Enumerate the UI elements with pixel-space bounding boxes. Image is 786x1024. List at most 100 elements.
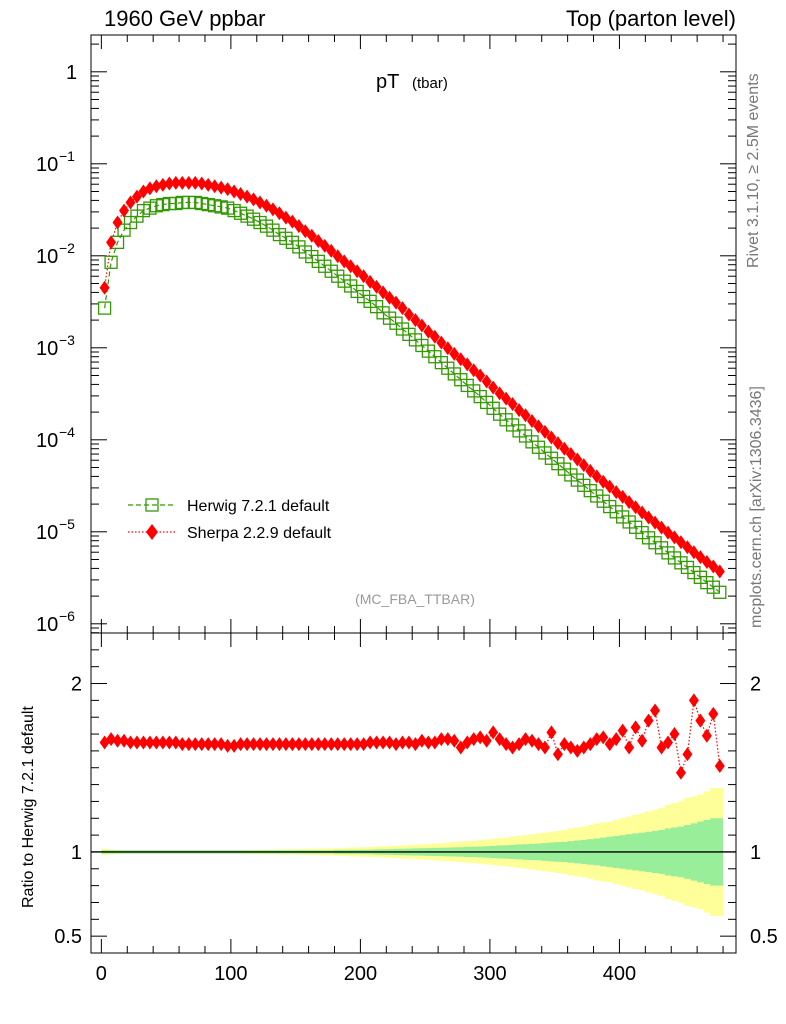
ratio-point: [229, 738, 240, 753]
sherpa-point: [216, 180, 227, 195]
ratio-point: [624, 740, 635, 755]
y-tick-label: 1: [66, 62, 77, 84]
ratio-point: [663, 735, 674, 750]
sherpa-point: [591, 469, 602, 484]
sherpa-point: [170, 175, 181, 190]
ratio-point: [112, 733, 123, 748]
ratio-point: [248, 737, 259, 752]
sherpa-point: [177, 175, 188, 190]
ratio-point: [274, 737, 285, 752]
ratio-point: [242, 737, 253, 752]
sherpa-point: [423, 324, 434, 339]
ratio-point: [520, 732, 531, 747]
ratio-point: [319, 737, 330, 752]
ratio-point: [157, 735, 168, 750]
ratio-point: [598, 730, 609, 745]
ratio-point: [203, 737, 214, 752]
sherpa-point: [494, 386, 505, 401]
ratio-point: [261, 737, 272, 752]
analysis-tag: (MC_FBA_TTBAR): [355, 591, 475, 607]
sherpa-point: [656, 520, 667, 535]
sherpa-point: [449, 346, 460, 361]
ratio-point: [442, 732, 453, 747]
ratio-point: [611, 732, 622, 747]
ratio-point: [106, 732, 117, 747]
sherpa-point: [436, 335, 447, 350]
sherpa-point: [455, 352, 466, 367]
ratio-point: [216, 737, 227, 752]
sherpa-point: [196, 176, 207, 191]
ratio-point: [378, 735, 389, 750]
sherpa-point: [397, 301, 408, 316]
y-tick-exponent: −3: [59, 332, 75, 348]
legend: Herwig 7.2.1 default Sherpa 2.2.9 defaul…: [128, 498, 332, 542]
ratio-point: [468, 732, 479, 747]
x-tick-label: 200: [344, 963, 377, 985]
ratio-point: [397, 735, 408, 750]
ratio-point: [177, 737, 188, 752]
ratio-point: [423, 735, 434, 750]
sherpa-point: [190, 175, 201, 190]
sherpa-point: [313, 233, 324, 248]
sherpa-point: [429, 329, 440, 344]
sherpa-point: [125, 195, 136, 210]
ratio-y-tick-label: 2: [71, 674, 82, 696]
ratio-point: [539, 740, 550, 755]
sherpa-point: [345, 259, 356, 274]
sherpa-point: [157, 177, 168, 192]
ratio-series: [99, 693, 725, 780]
sherpa-point: [358, 269, 369, 284]
sherpa-point: [714, 564, 725, 579]
ratio-point: [138, 735, 149, 750]
ratio-y-tick-label-right: 1: [750, 842, 761, 864]
ratio-point: [235, 737, 246, 752]
ratio-point: [144, 735, 155, 750]
plot-title-sub: (tbar): [412, 75, 448, 92]
x-tick-label: 100: [214, 963, 247, 985]
ratio-point: [339, 737, 350, 752]
y-tick-label: 10: [36, 154, 58, 176]
sherpa-point: [99, 280, 110, 295]
sherpa-point: [559, 441, 570, 456]
ratio-point: [449, 733, 460, 748]
ratio-point: [514, 737, 525, 752]
sherpa-point: [209, 179, 220, 194]
sherpa-point: [578, 458, 589, 473]
sherpa-point: [514, 403, 525, 418]
ratio-point: [280, 737, 291, 752]
sherpa-point: [332, 249, 343, 264]
sherpa-point: [604, 479, 615, 494]
legend-herwig-marker: [145, 498, 159, 512]
y-tick-label: 10: [36, 430, 58, 452]
ratio-point: [384, 735, 395, 750]
ratio-point: [455, 740, 466, 755]
ratio-panel-frame: [90, 632, 737, 954]
ratio-point: [675, 765, 686, 780]
ratio-point: [131, 735, 142, 750]
ratio-point: [300, 737, 311, 752]
ratio-point: [488, 725, 499, 740]
sherpa-point: [520, 408, 531, 423]
ratio-point: [293, 737, 304, 752]
x-tick-label: 300: [473, 963, 506, 985]
sherpa-point: [462, 357, 473, 372]
ratio-line: [104, 700, 721, 773]
sherpa-point: [643, 510, 654, 525]
sherpa-point: [151, 179, 162, 194]
plot-title: pT: [376, 71, 399, 93]
ratio-point: [209, 737, 220, 752]
ratio-point: [170, 735, 181, 750]
herwig-point: [713, 585, 727, 599]
sherpa-point: [481, 374, 492, 389]
sherpa-point: [708, 559, 719, 574]
sherpa-point: [203, 177, 214, 192]
ratio-point: [332, 737, 343, 752]
ratio-y-tick-label-right: 2: [750, 674, 761, 696]
sherpa-point: [565, 447, 576, 462]
sherpa-point: [468, 363, 479, 378]
ratio-point: [650, 703, 661, 718]
sherpa-point: [410, 313, 421, 328]
ratio-point: [267, 737, 278, 752]
ratio-point: [637, 733, 648, 748]
ratio-point: [313, 737, 324, 752]
